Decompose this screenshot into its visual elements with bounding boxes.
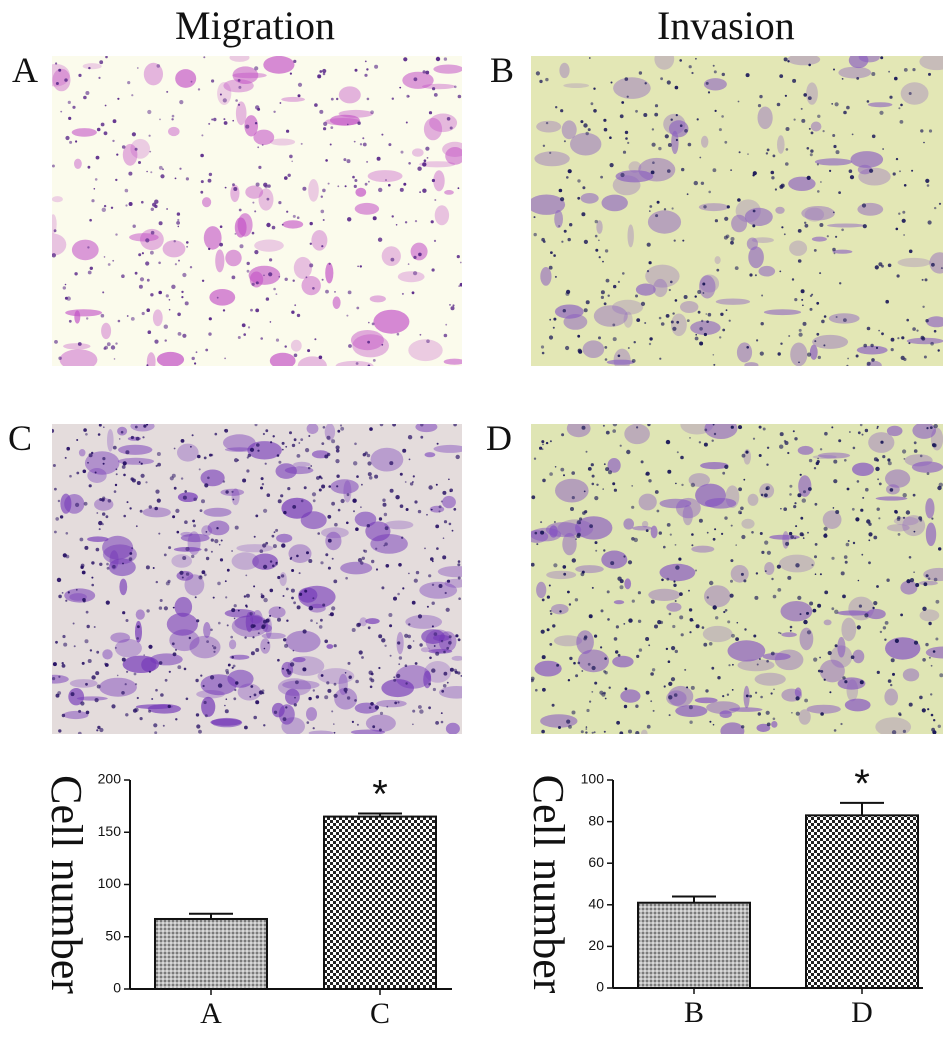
bar-b <box>637 901 751 989</box>
cell-nuclei <box>533 56 943 366</box>
bar-d <box>805 814 919 989</box>
cell-nuclei <box>52 424 462 734</box>
x-category-label-b: B <box>684 996 704 1029</box>
panel-label-b: B <box>490 50 515 90</box>
x-category-label-c: C <box>370 997 390 1030</box>
y-axis-label: Cell number <box>524 775 573 994</box>
significance-marker: * <box>372 772 388 816</box>
micrograph-background <box>531 56 943 366</box>
micrograph-b <box>531 56 943 366</box>
x-category-label-a: A <box>200 997 222 1030</box>
y-tick-label: 20 <box>588 937 604 953</box>
y-axis-label: Cell number <box>42 775 91 994</box>
panel-label-a: A <box>12 50 38 90</box>
micrograph-d <box>531 424 943 734</box>
y-tick-label: 200 <box>98 771 122 787</box>
y-tick-label: 150 <box>98 823 122 839</box>
y-tick-label: 60 <box>588 854 604 870</box>
y-tick-label: 0 <box>596 979 604 995</box>
migration-bar-chart: Cell number 0 50 100 150 200 A C * <box>42 771 452 1030</box>
micrograph-c <box>52 424 462 734</box>
invasion-column-title: Invasion <box>657 3 795 48</box>
y-tick-label: 100 <box>581 771 605 787</box>
invasion-bar-chart: Cell number 0 20 40 60 80 100 B D * <box>524 762 923 1029</box>
micrograph-background <box>531 424 943 734</box>
y-tick-label: 100 <box>98 875 122 891</box>
bar-a <box>154 917 268 990</box>
migration-column-title: Migration <box>175 3 335 48</box>
stained-cell-clusters <box>52 424 462 734</box>
y-tick-label: 0 <box>113 980 121 996</box>
micrograph-a <box>52 56 462 366</box>
cell-nuclei <box>531 424 943 734</box>
significance-marker: * <box>854 762 870 806</box>
panel-label-d: D <box>486 418 512 458</box>
panel-label-c: C <box>8 418 33 458</box>
x-category-label-d: D <box>851 996 873 1029</box>
y-tick-label: 80 <box>588 812 604 828</box>
bar-c <box>323 815 437 991</box>
cell-nuclei <box>52 56 462 366</box>
y-tick-label: 40 <box>588 896 604 912</box>
y-tick-label: 50 <box>105 927 121 943</box>
